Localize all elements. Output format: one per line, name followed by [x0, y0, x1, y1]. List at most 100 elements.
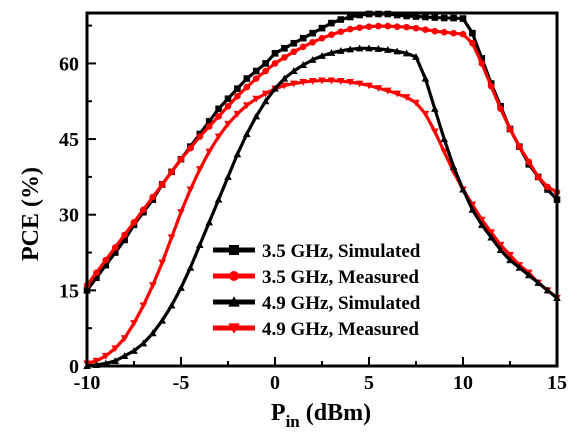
data-point — [487, 82, 495, 90]
data-point — [318, 24, 326, 32]
data-point — [158, 181, 166, 188]
data-point — [233, 110, 242, 118]
y-tick-label: 45 — [59, 129, 79, 151]
data-point — [261, 90, 270, 98]
data-point — [121, 236, 128, 244]
data-point — [525, 271, 533, 279]
data-point — [186, 263, 195, 271]
x-tick-label: 15 — [547, 372, 567, 394]
data-point — [403, 23, 410, 31]
data-point — [337, 78, 345, 85]
x-axis-title-main: P — [271, 400, 286, 426]
data-point — [478, 60, 486, 67]
data-point — [374, 45, 383, 52]
data-point — [196, 166, 204, 174]
data-point — [478, 221, 486, 228]
data-point — [365, 82, 373, 90]
data-point — [450, 29, 457, 37]
data-point — [130, 347, 138, 354]
data-point — [308, 56, 317, 63]
data-point — [337, 16, 345, 23]
data-point — [93, 274, 100, 282]
data-point — [506, 252, 514, 259]
data-point — [243, 102, 251, 110]
data-point — [412, 53, 420, 60]
data-point — [506, 125, 514, 133]
data-point — [233, 150, 242, 158]
data-point — [422, 26, 429, 33]
y-tick-label: 0 — [69, 356, 79, 378]
x-axis-title-subscript: in — [286, 412, 301, 431]
data-point — [262, 67, 269, 75]
data-point — [299, 34, 307, 42]
data-point — [403, 12, 410, 20]
data-point — [111, 357, 119, 364]
data-point — [544, 183, 551, 191]
data-point — [440, 28, 448, 36]
legend: 3.5 GHz, Simulated 3.5 GHz, Measured 4.9 G… — [213, 241, 421, 340]
data-point — [262, 60, 269, 67]
data-point — [328, 31, 335, 38]
data-point — [421, 110, 430, 118]
x-tick-label: 10 — [453, 372, 473, 394]
data-point — [449, 163, 458, 170]
data-point — [309, 29, 316, 37]
data-point — [431, 128, 439, 136]
data-point — [422, 13, 429, 21]
series-group — [83, 77, 561, 368]
data-point — [130, 218, 138, 226]
legend-item: 3.5 GHz, Measured — [213, 267, 419, 288]
data-point — [234, 92, 241, 100]
data-point — [346, 45, 354, 53]
data-point — [327, 77, 336, 85]
data-point — [299, 43, 307, 51]
data-point — [478, 216, 486, 224]
data-point — [205, 148, 213, 156]
data-point — [252, 75, 260, 82]
data-point — [487, 233, 495, 241]
data-point — [93, 269, 100, 277]
legend-label: 3.5 GHz, Measured — [262, 267, 419, 288]
y-tick-label: 15 — [59, 280, 79, 302]
x-tick-label: 5 — [364, 372, 374, 394]
data-point — [356, 24, 363, 31]
data-point — [243, 130, 251, 138]
data-point — [271, 50, 279, 57]
data-point — [393, 23, 401, 30]
data-point — [487, 229, 495, 237]
data-point — [196, 241, 204, 249]
data-point — [234, 85, 241, 92]
data-point — [158, 316, 166, 324]
y-tick-label: 60 — [59, 53, 79, 75]
data-point — [214, 133, 223, 141]
data-point — [167, 234, 176, 242]
data-point — [337, 47, 345, 54]
data-point — [516, 143, 523, 150]
data-point — [139, 339, 148, 347]
series-group — [83, 22, 561, 289]
data-point — [497, 105, 504, 113]
data-point — [478, 55, 486, 62]
data-point — [431, 14, 439, 21]
data-point — [290, 80, 298, 88]
data-point — [440, 14, 448, 22]
data-point — [224, 95, 232, 103]
data-point — [290, 48, 298, 56]
data-point — [440, 148, 448, 156]
data-point — [130, 320, 138, 327]
data-point — [393, 47, 401, 55]
y-axis-title: PCE (%) — [18, 167, 44, 261]
data-point — [393, 11, 401, 19]
data-point — [281, 45, 288, 52]
data-point — [402, 49, 411, 57]
data-point — [534, 173, 542, 181]
data-point — [168, 168, 175, 176]
data-point — [271, 84, 279, 92]
legend-label: 3.5 GHz, Simulated — [262, 241, 421, 262]
data-point — [469, 39, 476, 47]
data-point — [318, 77, 326, 85]
tick-labels: -10 -5 0 5 10 15 0 15 30 45 60 — [59, 53, 567, 394]
data-point — [299, 61, 307, 68]
data-point — [318, 34, 326, 42]
data-point — [139, 302, 148, 310]
